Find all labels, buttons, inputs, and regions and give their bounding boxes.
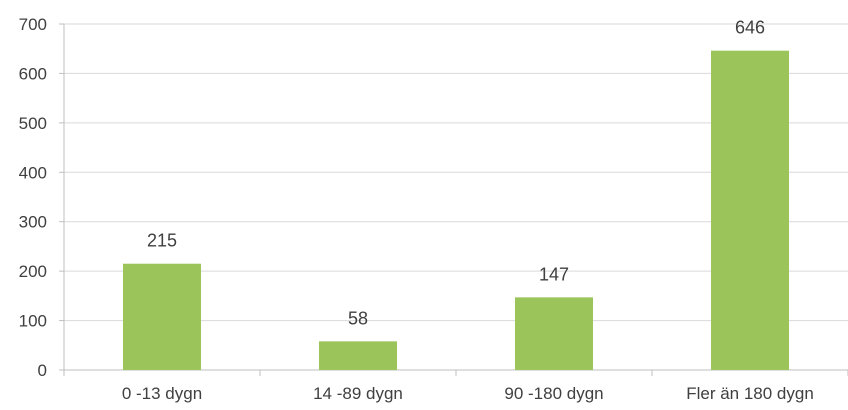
x-category-label: Fler än 180 dygn: [686, 384, 814, 403]
data-label: 215: [147, 231, 177, 251]
bar: [123, 263, 201, 370]
labels: 0 100 200 300 400 500 600 700 215 0 -13 dygn 58 14 …: [19, 15, 814, 403]
bar: [515, 297, 593, 370]
data-label: 147: [539, 264, 569, 284]
x-category-label: 0 -13 dygn: [122, 384, 202, 403]
y-tick-label: 700: [19, 15, 47, 34]
x-category-label: 90 -180 dygn: [504, 384, 603, 403]
data-label: 58: [348, 308, 368, 328]
bars: [123, 50, 789, 370]
bar: [319, 341, 397, 370]
y-tick-label: 600: [19, 64, 47, 83]
data-label: 646: [735, 18, 765, 38]
y-tick-label: 400: [19, 163, 47, 182]
x-category-label: 14 -89 dygn: [313, 384, 403, 403]
y-tick-label: 500: [19, 114, 47, 133]
bar: [711, 50, 789, 370]
y-tick-label: 0: [38, 361, 47, 380]
y-tick-label: 300: [19, 213, 47, 232]
y-tick-label: 100: [19, 312, 47, 331]
y-tick-label: 200: [19, 262, 47, 281]
